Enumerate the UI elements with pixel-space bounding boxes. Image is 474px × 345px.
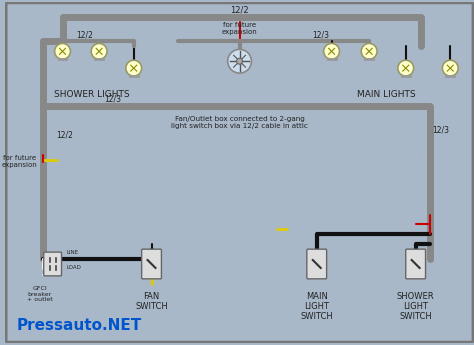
Text: for future
expansion: for future expansion: [2, 155, 38, 168]
Text: LINE: LINE: [66, 250, 79, 255]
FancyBboxPatch shape: [142, 249, 162, 279]
Circle shape: [324, 43, 339, 59]
Text: Fan/Outlet box connected to 2-gang
light switch box via 12/2 cable in attic: Fan/Outlet box connected to 2-gang light…: [171, 116, 308, 129]
Circle shape: [55, 43, 71, 59]
FancyBboxPatch shape: [44, 252, 62, 276]
Text: LOAD: LOAD: [66, 265, 82, 270]
Text: 12/3: 12/3: [104, 95, 121, 104]
Text: Pressauto.NET: Pressauto.NET: [17, 318, 142, 333]
Text: SHOWER
LIGHT
SWITCH: SHOWER LIGHT SWITCH: [397, 292, 435, 322]
Circle shape: [442, 60, 458, 76]
Text: FAN
SWITCH: FAN SWITCH: [135, 292, 168, 311]
Text: MAIN LIGHTS: MAIN LIGHTS: [356, 90, 415, 99]
Text: for future
expansion: for future expansion: [222, 22, 257, 34]
Circle shape: [228, 49, 251, 73]
Circle shape: [91, 43, 107, 59]
Text: GFCI
breaker
+ outlet: GFCI breaker + outlet: [27, 286, 53, 302]
Text: 12/2: 12/2: [76, 30, 93, 39]
Text: SHOWER LIGHTS: SHOWER LIGHTS: [55, 90, 130, 99]
Circle shape: [361, 43, 377, 59]
Circle shape: [398, 60, 414, 76]
FancyBboxPatch shape: [406, 249, 426, 279]
Text: MAIN
LIGHT
SWITCH: MAIN LIGHT SWITCH: [301, 292, 333, 322]
Text: 12/3: 12/3: [432, 126, 449, 135]
Circle shape: [237, 58, 243, 64]
Circle shape: [126, 60, 142, 76]
Text: 12/3: 12/3: [312, 30, 329, 39]
Text: 12/2: 12/2: [56, 131, 73, 140]
Text: 12/2: 12/2: [230, 6, 249, 15]
FancyBboxPatch shape: [307, 249, 327, 279]
